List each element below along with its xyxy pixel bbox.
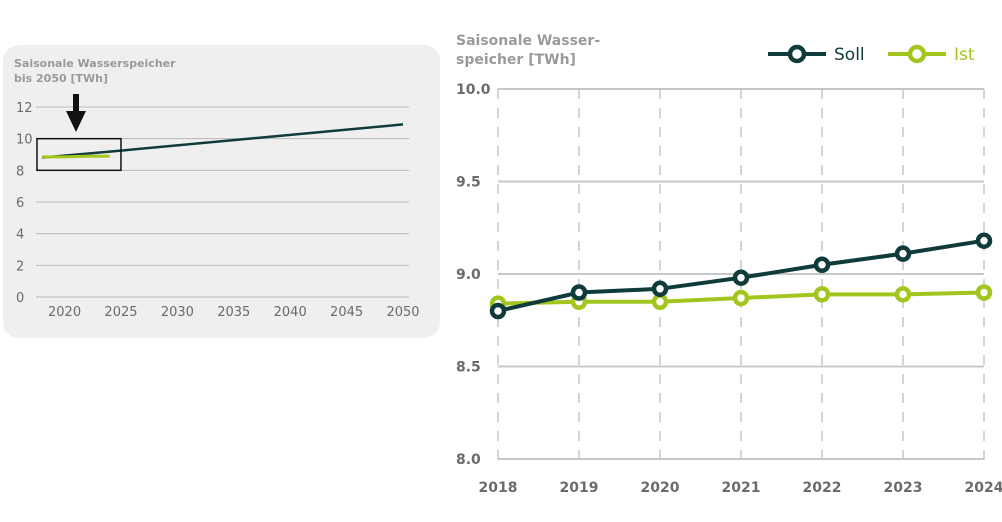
series-soll-point-2023 — [894, 245, 912, 262]
right-x-tick-label: 2018 — [479, 480, 518, 496]
left-chart-title: bis 2050 [TWh] — [14, 72, 108, 85]
series-soll-point-2019 — [570, 284, 588, 301]
left-x-tick-label: 2050 — [386, 305, 419, 320]
arrow-shaft — [73, 94, 79, 112]
right-y-tick-label: 9.5 — [456, 175, 481, 191]
series-soll-point-2020 — [651, 280, 669, 298]
legend-ist-label: Ist — [954, 45, 975, 65]
right-chart-title: speicher [TWh] — [456, 52, 576, 68]
left-series-soll-line — [41, 123, 404, 159]
series-soll-point-2018 — [489, 302, 507, 320]
highlight-box — [36, 137, 122, 172]
series-ist-point-2023 — [894, 286, 912, 303]
left-x-tick-label: 2045 — [330, 305, 363, 320]
legend-soll-marker — [787, 44, 807, 64]
series-soll-point-2024 — [975, 232, 993, 249]
left-y-tick-label: 6 — [16, 196, 24, 211]
left-x-tick-label: 2040 — [274, 305, 307, 320]
right-x-tick-label: 2021 — [722, 480, 761, 496]
right-y-tick-label: 8.5 — [456, 360, 481, 376]
series-ist-point-2024 — [975, 284, 993, 301]
right-x-tick-label: 2019 — [560, 480, 599, 496]
left-x-tick-label: 2025 — [104, 305, 137, 320]
left-series-ist-line — [41, 154, 110, 159]
left-y-tick-label: 10 — [16, 133, 33, 148]
right-x-tick-label: 2020 — [641, 480, 680, 496]
legend-soll-label: Soll — [834, 45, 865, 65]
right-y-tick-label: 9.0 — [456, 267, 481, 283]
left-y-tick-label: 4 — [16, 228, 24, 243]
series-soll-point-2022 — [813, 256, 831, 273]
series-ist-point-2020 — [651, 293, 669, 310]
left-y-tick-label: 12 — [16, 101, 33, 116]
left-y-tick-label: 0 — [16, 291, 24, 306]
left-x-tick-label: 2035 — [217, 305, 250, 320]
left-x-tick-label: 2020 — [48, 305, 81, 320]
right-chart-title: Saisonale Wasser- — [456, 33, 600, 49]
left-y-tick-label: 8 — [16, 164, 24, 179]
series-ist-point-2021 — [732, 289, 750, 307]
right-y-tick-label: 8.0 — [456, 452, 481, 468]
right-x-tick-label: 2024 — [965, 480, 1002, 496]
down-arrow-icon — [66, 111, 86, 132]
left-y-tick-label: 2 — [16, 259, 24, 274]
series-ist-point-2022 — [813, 286, 831, 303]
left-chart-title: Saisonale Wasserspeicher — [14, 57, 176, 70]
right-y-tick-label: 10.0 — [456, 82, 491, 98]
right-x-tick-label: 2022 — [803, 480, 842, 496]
right-x-tick-label: 2023 — [884, 480, 923, 496]
left-x-tick-label: 2030 — [161, 305, 194, 320]
overview-panel — [3, 45, 440, 338]
series-soll-point-2021 — [732, 269, 750, 286]
legend-ist-marker — [907, 44, 927, 64]
